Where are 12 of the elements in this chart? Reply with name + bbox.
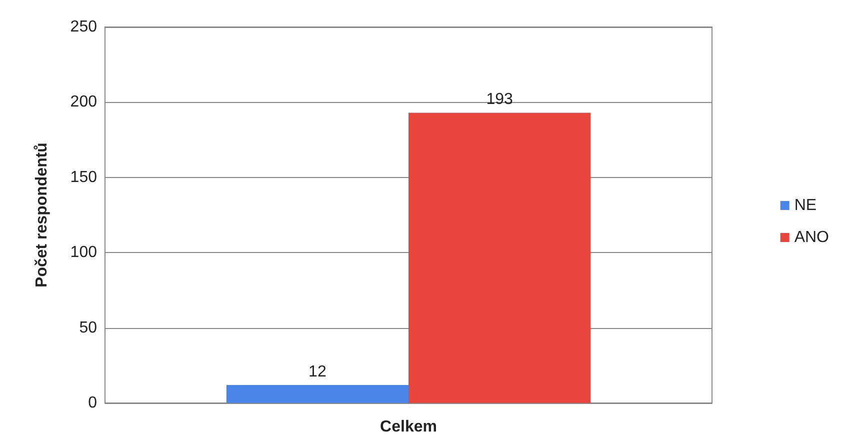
data-label: 193 xyxy=(486,91,513,108)
y-tick-label: 200 xyxy=(70,94,98,111)
legend-label: ANO xyxy=(794,229,829,246)
y-axis-title: Počet respondentů xyxy=(34,142,50,288)
y-tick-label: 250 xyxy=(70,18,98,36)
y-tick-label: 0 xyxy=(88,394,98,412)
y-tick-label: 100 xyxy=(70,244,98,262)
data-label: 12 xyxy=(308,363,326,380)
x-tick-label: Celkem xyxy=(380,418,437,436)
y-tick-label: 50 xyxy=(79,319,98,336)
y-tick-label: 150 xyxy=(70,168,98,186)
legend-label: NE xyxy=(794,197,817,214)
